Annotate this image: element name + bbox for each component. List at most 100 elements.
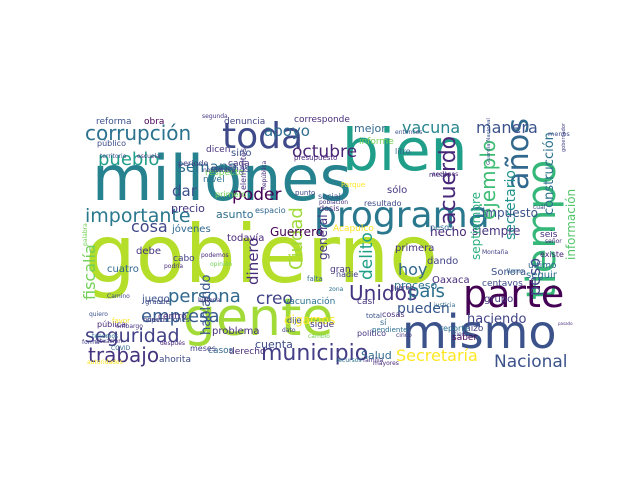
- word-opinion: opinión: [210, 261, 232, 268]
- word-grande: grande: [145, 298, 170, 306]
- word-si: sí: [380, 318, 387, 327]
- word-despues: después: [160, 340, 185, 347]
- word-nadie: nadie: [336, 270, 358, 279]
- word-camino: Camino: [107, 293, 130, 300]
- word-seis: seis: [540, 230, 558, 240]
- word-tenemos: tenemos: [92, 333, 118, 340]
- word-situacion: situación: [95, 338, 122, 345]
- word-dando: dando: [427, 256, 458, 267]
- word-llamo: llamo: [507, 268, 524, 275]
- word-dar: dar: [172, 182, 198, 200]
- word-covid: COVID: [111, 345, 131, 352]
- word-politico: político: [357, 329, 386, 338]
- word-gobernador: gobernador: [561, 122, 567, 152]
- word-litro: litro: [395, 147, 411, 156]
- word-informacion: información: [564, 189, 578, 260]
- word-hizo: hizo: [465, 324, 484, 334]
- word-tiene: tiene: [454, 331, 470, 338]
- word-secretario: secretario: [503, 170, 519, 240]
- word-oaxaca: Oaxaca: [432, 275, 470, 286]
- word-cloud-background: [70, 118, 570, 368]
- word-municipio: municipio: [261, 341, 368, 366]
- word-total: total: [366, 312, 382, 320]
- word-acciones: acciones: [432, 171, 458, 178]
- word-casos: casos: [208, 346, 234, 356]
- word-hoy: hoy: [398, 260, 427, 279]
- word-parque: Parque: [341, 181, 365, 189]
- word-espacio: espacio: [255, 206, 286, 215]
- word-asunto: asunto: [216, 208, 254, 221]
- word-impuesto: impuesto: [482, 206, 538, 220]
- word-escuela: escuela: [137, 153, 160, 160]
- word-dicen: dicen: [206, 145, 230, 155]
- word-ahorita: ahorita: [159, 355, 191, 365]
- word-cosa: cosa: [131, 217, 168, 236]
- word-familia: familia: [363, 357, 384, 364]
- word-noviembre: noviembre: [203, 167, 235, 174]
- word-cosas: cosas: [382, 310, 405, 319]
- word-entonces: entonces: [395, 129, 422, 136]
- word-anos: años: [501, 118, 536, 190]
- word-pesos: pesos: [430, 223, 453, 232]
- word-mejor: mejor: [354, 122, 386, 135]
- word-denuncia: denuncia: [224, 117, 265, 127]
- word-dato: dato: [282, 327, 296, 334]
- word-trabajo: trabajo: [88, 343, 159, 367]
- word-digamos: digamos: [284, 313, 335, 327]
- word-persona: persona: [168, 286, 241, 307]
- word-juarez: Juárez: [391, 284, 414, 292]
- word-meses: meses: [190, 344, 216, 353]
- word-acapulco: Acapulco: [333, 224, 374, 234]
- word-toda: toda: [222, 116, 303, 157]
- word-segunda: segunda: [202, 113, 228, 120]
- word-justicia: justicia: [433, 302, 456, 309]
- word-pasado: pasado: [558, 321, 573, 326]
- word-gente: gente: [183, 288, 333, 348]
- word-senor: señor: [545, 238, 562, 245]
- word-publica: pública: [97, 320, 126, 329]
- word-saber: saber: [452, 333, 477, 343]
- word-secretaria: Secretaría: [396, 346, 478, 365]
- word-octubre: octubre: [292, 142, 357, 162]
- word-cual: cuál: [533, 204, 546, 211]
- word-acuerdo: acuerdo: [436, 136, 461, 225]
- word-corresponde: corresponde: [294, 115, 350, 125]
- word-podria: podría: [164, 263, 183, 270]
- word-semana: semana: [178, 158, 238, 176]
- word-sonora: Sonora: [491, 267, 526, 278]
- word-elementos: elementos: [239, 148, 248, 190]
- word-tiempo: tiempo: [519, 160, 565, 300]
- word-informe: informe: [359, 137, 394, 147]
- word-poder: poder: [232, 185, 281, 205]
- word-vacunacion: vacunación: [284, 296, 335, 307]
- word-derecho: derecho: [229, 347, 266, 357]
- word-publico: público: [97, 139, 126, 148]
- word-hablando: hablando: [199, 274, 214, 335]
- word-respecto: respecto: [205, 168, 244, 178]
- word-proceso: proceso: [394, 279, 438, 292]
- word-haciendo: haciendo: [467, 312, 526, 327]
- word-salud: Salud: [361, 349, 392, 362]
- word-primero: primero: [215, 190, 246, 199]
- word-mismo: mismo: [402, 305, 557, 359]
- word-periodo: periodo: [178, 159, 208, 168]
- word-pueden: pueden: [397, 301, 450, 317]
- word-ultimo: último: [528, 261, 557, 271]
- word-importante: importante: [85, 205, 191, 227]
- word-gran: gran: [330, 265, 351, 275]
- word-vacuna: vacuna: [402, 118, 460, 137]
- word-montana: Montaña: [482, 249, 508, 256]
- word-cambio: cambio: [308, 333, 330, 340]
- word-embargo: embargo: [116, 323, 143, 330]
- word-centavos: centavos: [482, 279, 523, 289]
- word-juego: juego: [141, 294, 170, 305]
- word-recursos: recursos: [336, 357, 362, 364]
- word-menos: menos: [548, 130, 570, 138]
- word-pendiente: pendiente: [372, 326, 407, 334]
- word-autoridades: autoridades: [87, 359, 123, 366]
- word-ejemplo: ejemplo: [476, 140, 500, 220]
- word-punto: punto: [295, 189, 315, 197]
- word-zona: zona: [329, 286, 344, 293]
- word-casi: casi: [357, 297, 375, 307]
- word-operaciones: operaciones: [147, 316, 190, 324]
